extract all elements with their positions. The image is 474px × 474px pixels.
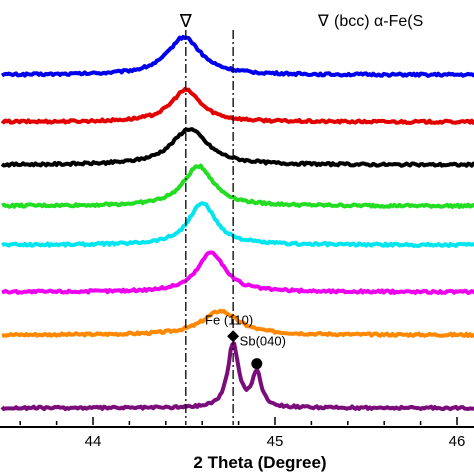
legend: ∇ (bcc) α-Fe(S (317, 13, 423, 30)
legend-symbol: ∇ (317, 13, 329, 30)
series-line-1 (0, 34, 474, 78)
series-line-7 (1, 308, 474, 338)
reference-marker-1: ∇ (179, 11, 193, 31)
reference-lines: ∇ (179, 11, 234, 425)
series-line-3 (0, 127, 474, 168)
series-line-6 (1, 250, 474, 295)
series-layer (0, 34, 474, 412)
series-line-5 (1, 201, 474, 248)
series-line-8 (0, 341, 474, 412)
x-axis-ticks: 44 45 46 (19, 417, 466, 450)
annotation-label-sb-040: Sb(040) (240, 334, 286, 349)
annotation-label-fe-110: Fe (110) (205, 312, 253, 327)
x-tick-label-46: 46 (449, 433, 466, 450)
x-tick-label-44: 44 (85, 433, 102, 450)
plot-frame (0, 426, 474, 428)
series-line-2 (0, 87, 474, 125)
sb-040-marker (251, 358, 263, 370)
series-line-4 (1, 163, 474, 209)
legend-text: (bcc) α-Fe(S (334, 13, 423, 30)
x-axis-title: 2 Theta (Degree) (193, 453, 326, 472)
x-tick-label-45: 45 (267, 433, 284, 450)
peak-annotations: Fe (110) Sb(040) (205, 312, 286, 370)
fe-110-marker (227, 330, 240, 343)
